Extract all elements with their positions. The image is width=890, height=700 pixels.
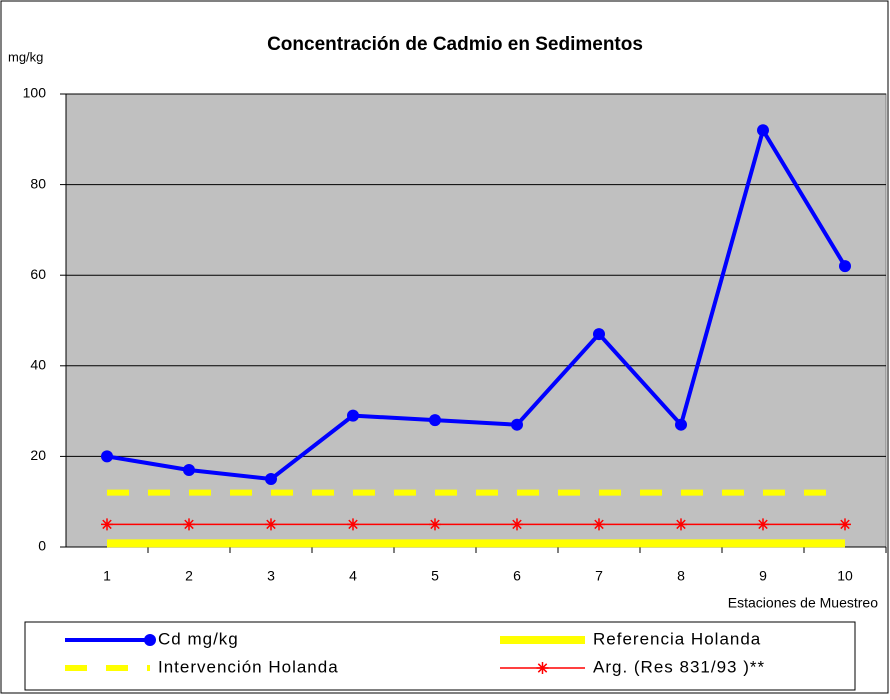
y-tick-label: 80 [30,175,46,191]
plot-area [65,93,887,548]
x-tick-label: 10 [837,568,853,584]
x-tick-label: 5 [431,568,439,584]
point [675,418,687,431]
point [511,518,523,531]
x-tick-label: 7 [595,568,603,584]
series-line [106,128,847,482]
y-tick-label: 100 [23,85,47,101]
legend-marker [536,662,549,674]
legend-box [24,621,856,691]
point [265,518,277,531]
point [101,518,113,531]
point [675,518,687,531]
legend-marker [144,634,156,646]
point [593,518,605,531]
x-tick-label: 4 [349,568,357,584]
point [183,463,195,476]
x-tick-label: 9 [759,568,767,584]
point [839,260,851,273]
point [183,518,195,531]
x-tick-label: 8 [677,568,685,584]
point [429,518,441,531]
point [347,409,359,422]
x-tick-label: 3 [267,568,275,584]
point [757,518,769,531]
point [511,418,523,431]
point [593,328,605,341]
point [101,450,113,463]
y-tick-label: 60 [30,266,46,282]
y-axis-label: mg/kg [8,49,43,64]
legend-label: Referencia Holanda [593,629,761,648]
x-axis-label: Estaciones de Muestreo [728,595,878,611]
y-tick-label: 40 [30,357,46,373]
x-tick-label: 6 [513,568,521,584]
legend-label: Cd mg/kg [158,629,239,648]
legend-label: Arg. (Res 831/93 )** [593,657,765,676]
point [429,414,441,427]
chart-title: Concentración de Cadmio en Sedimentos [267,34,643,55]
y-tick-label: 0 [38,538,46,554]
y-tick-label: 20 [30,447,46,463]
point [347,518,359,531]
point [265,473,277,486]
legend-label: Intervención Holanda [158,657,339,676]
point [757,124,769,137]
point [839,518,851,531]
x-tick-label: 2 [185,568,193,584]
x-tick-label: 1 [103,568,111,584]
